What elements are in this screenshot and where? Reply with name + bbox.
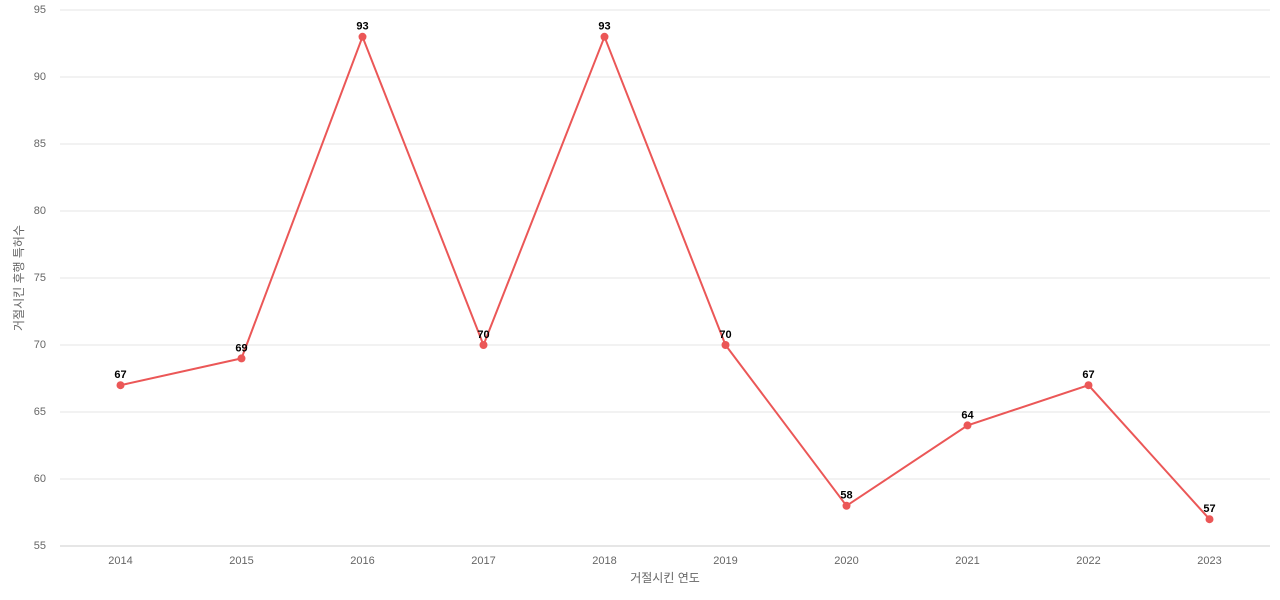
y-tick-label: 75	[34, 272, 46, 284]
x-tick-label: 2016	[350, 555, 374, 567]
value-label: 67	[114, 369, 126, 381]
x-tick-label: 2014	[108, 555, 132, 567]
point	[358, 32, 367, 41]
line	[120, 34, 1211, 520]
value-label: 69	[235, 342, 247, 354]
y-tick-label: 55	[34, 540, 46, 552]
x-tick-label: 2021	[955, 555, 979, 567]
point	[963, 421, 972, 430]
value-label: 58	[840, 490, 852, 502]
y-tick-label: 85	[34, 138, 46, 150]
point	[721, 341, 730, 349]
point	[1205, 515, 1214, 524]
value-label: 64	[961, 409, 974, 421]
y-tick-label: 90	[34, 71, 46, 83]
point	[116, 381, 125, 390]
x-tick-label: 2023	[1197, 555, 1221, 567]
value-label: 67	[1082, 369, 1094, 381]
x-tick-label: 2017	[471, 555, 495, 567]
y-tick-label: 95	[34, 4, 46, 16]
y-tick-label: 65	[34, 406, 46, 418]
point	[479, 341, 488, 349]
x-tick-label: 2015	[229, 555, 253, 567]
x-tick-label: 2020	[834, 555, 858, 567]
x-axis-title: 거절시킨 연도	[630, 571, 700, 585]
value-label: 70	[719, 329, 731, 341]
value-label: 57	[1203, 503, 1215, 515]
x-tick-label: 2022	[1076, 555, 1100, 567]
x-tick-label: 2018	[592, 555, 616, 567]
y-axis-title: 거절시킨 후행 특허수	[11, 225, 26, 331]
y-tick-label: 70	[34, 339, 46, 351]
point	[600, 32, 609, 41]
value-label: 70	[477, 329, 489, 341]
value-label: 93	[356, 21, 368, 33]
y-tick-label: 60	[34, 473, 46, 485]
y-tick-label: 80	[34, 205, 46, 217]
point	[842, 501, 851, 510]
x-tick-label: 2019	[713, 555, 737, 567]
point	[1084, 381, 1093, 390]
value-label: 93	[598, 21, 610, 33]
point	[237, 354, 246, 363]
